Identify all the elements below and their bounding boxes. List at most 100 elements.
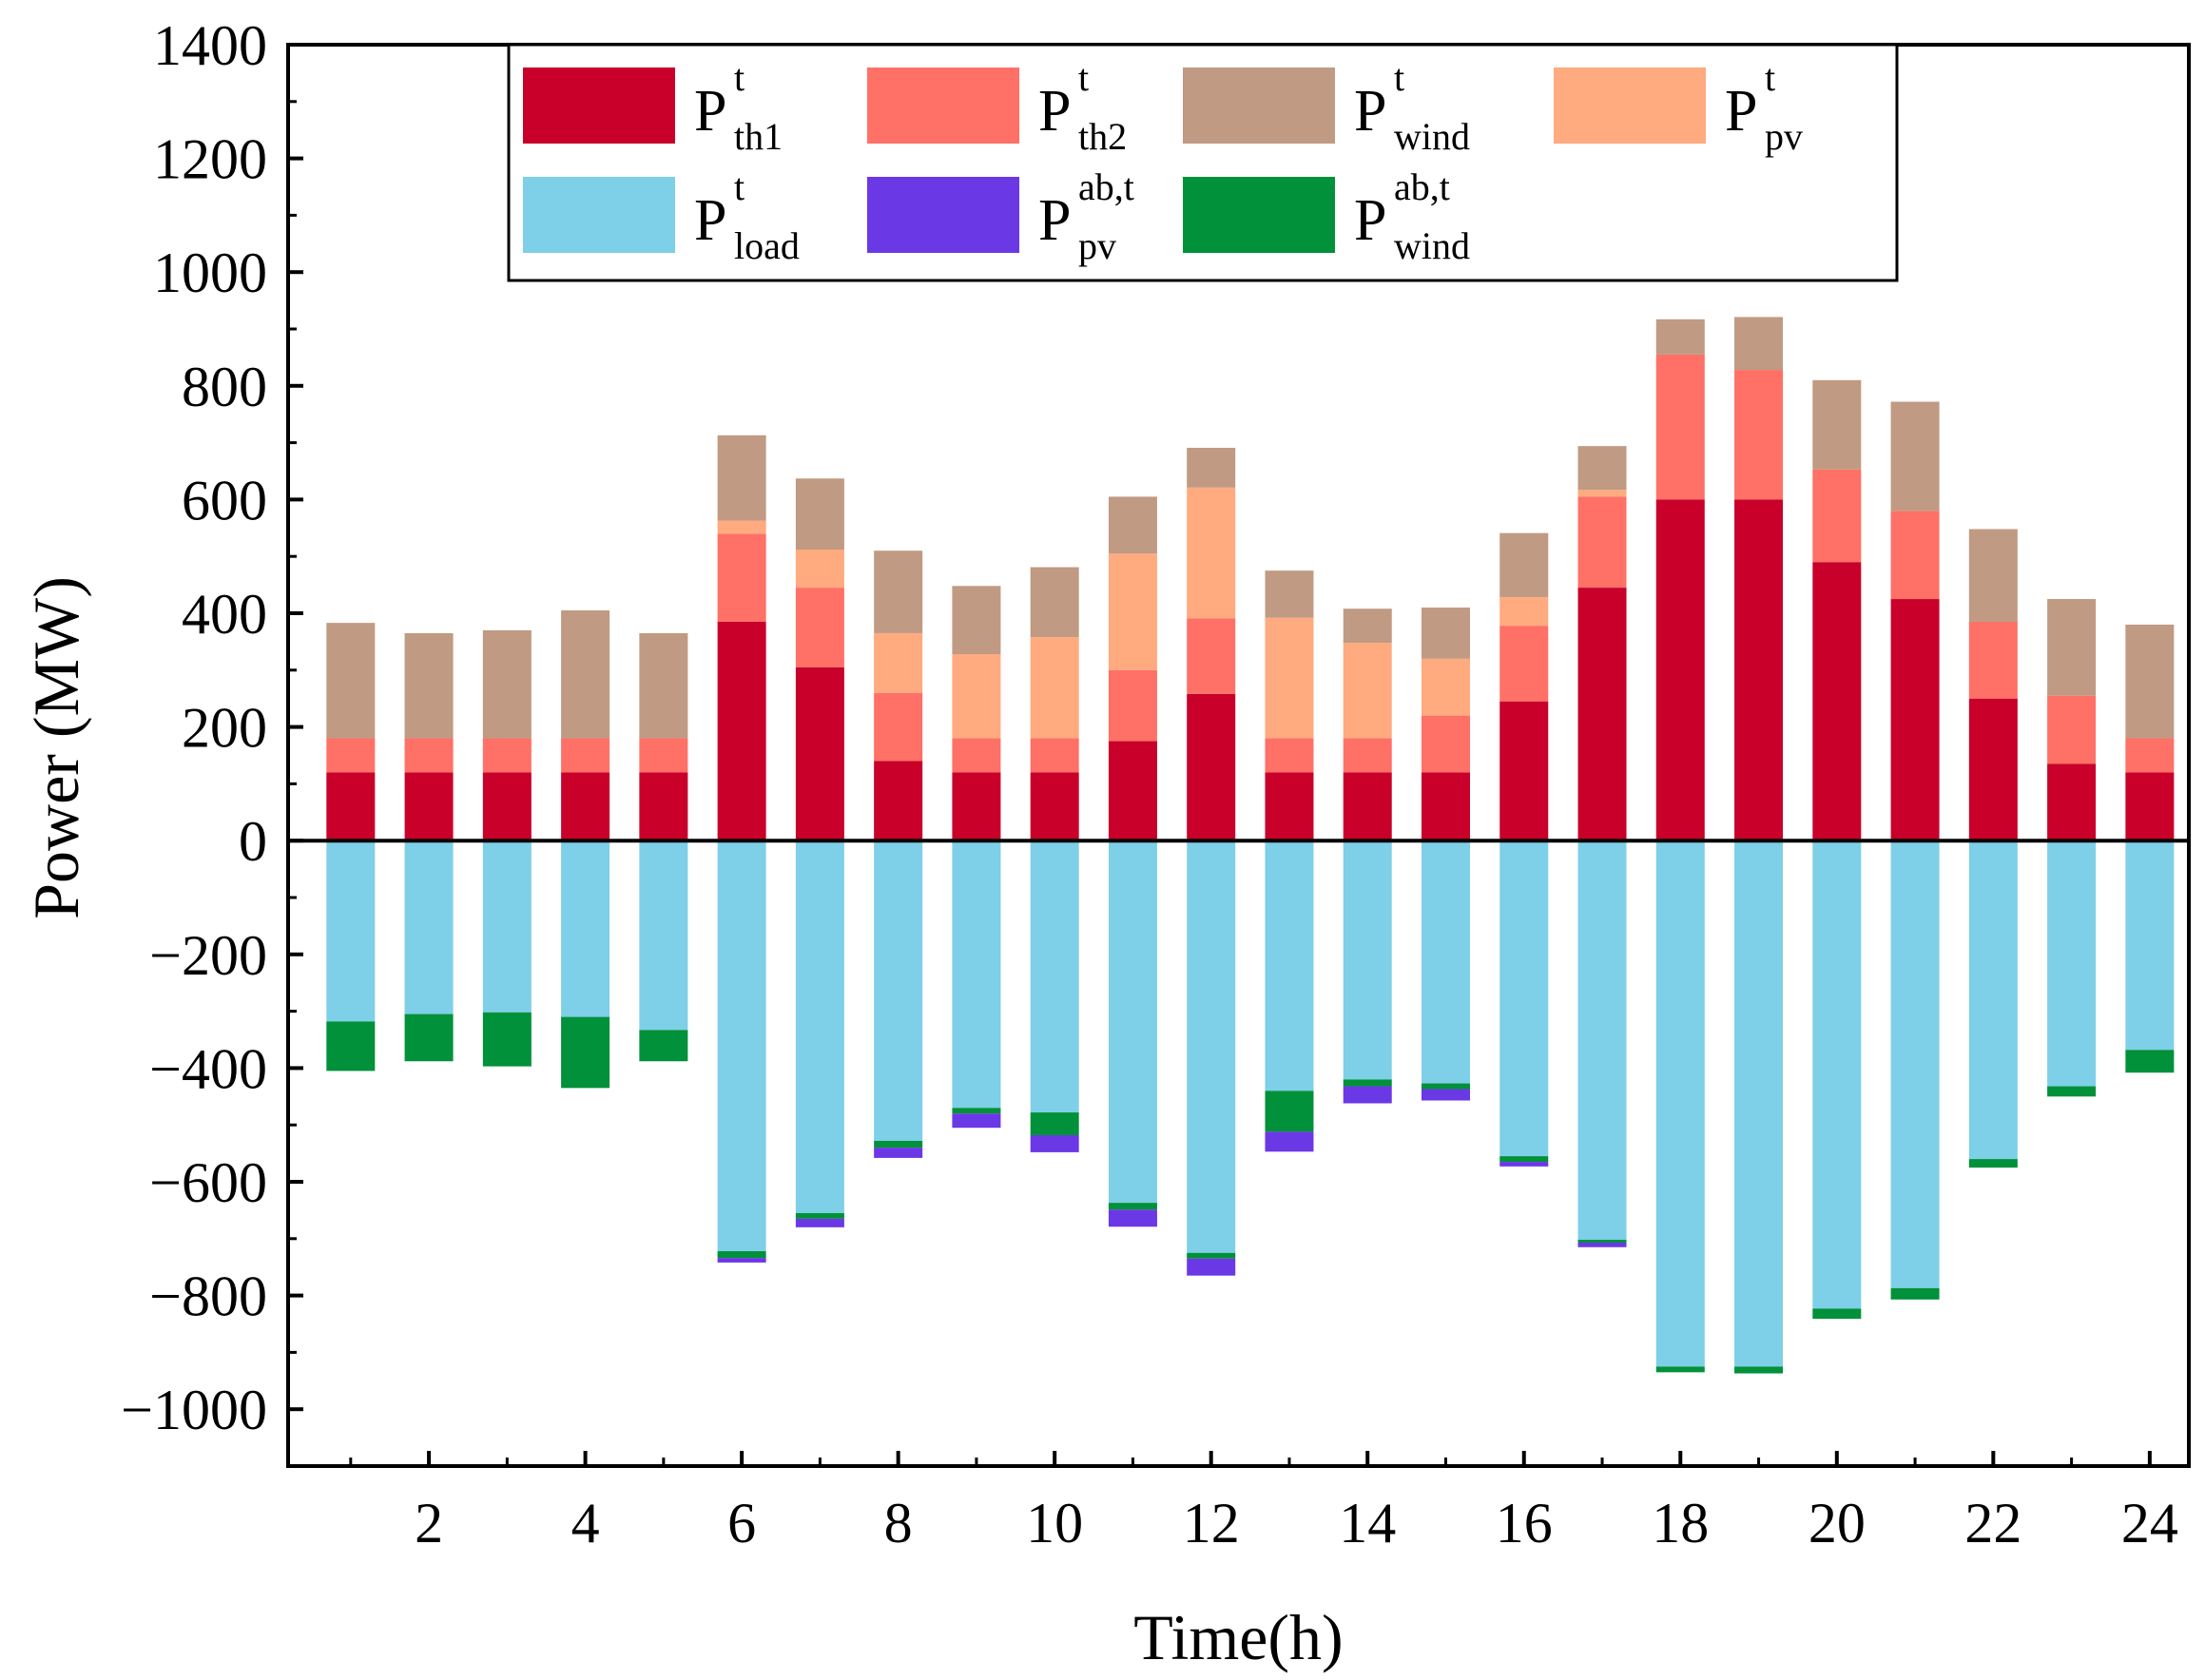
bar-load-3 (482, 840, 532, 1013)
bar-pv_ab-7 (795, 1218, 844, 1227)
bar-pv-17 (1577, 490, 1627, 497)
bar-th2-20 (1812, 469, 1862, 563)
bar-th1-8 (874, 761, 923, 841)
x-tick-label: 20 (1808, 1492, 1866, 1554)
bar-wind_ab-5 (639, 1030, 688, 1062)
bar-pv-15 (1421, 658, 1470, 716)
bar-th2-17 (1577, 496, 1627, 589)
bar-th2-21 (1890, 511, 1940, 600)
bar-wind-6 (717, 434, 766, 521)
bar-load-24 (2125, 840, 2175, 1051)
bar-wind-7 (795, 478, 844, 550)
x-tick-label: 2 (415, 1492, 443, 1554)
x-axis: 2 4 6 8 10 12 14 16 18 20 22 24 (349, 1451, 2178, 1554)
bar-th1-15 (1421, 772, 1470, 841)
bar-wind_ab-10 (1030, 1112, 1079, 1135)
x-tick-label: 22 (1964, 1492, 2021, 1554)
bar-wind-1 (326, 623, 376, 739)
x-tick-label: 6 (727, 1492, 756, 1554)
bar-load-8 (874, 840, 923, 1141)
legend-label-pv_ab-sup: ab,t (1078, 165, 1134, 208)
bar-th2-18 (1655, 354, 1705, 500)
legend-label-th1: P (694, 79, 726, 144)
bar-wind-4 (561, 610, 610, 739)
bar-wind_ab-17 (1577, 1239, 1627, 1243)
legend-label-wind_ab-sup: ab,t (1394, 165, 1450, 208)
bar-load-7 (795, 840, 844, 1213)
y-tick-label: −1000 (121, 1379, 267, 1441)
bar-load-1 (326, 840, 376, 1022)
bar-wind-8 (874, 550, 923, 633)
bar-load-19 (1734, 840, 1784, 1367)
bar-pv_ab-6 (717, 1258, 766, 1263)
bar-th1-10 (1030, 772, 1079, 841)
bar-load-18 (1655, 840, 1705, 1367)
bar-wind-17 (1577, 446, 1627, 491)
bar-load-16 (1499, 840, 1549, 1157)
legend-label-th2-sup: t (1078, 56, 1089, 99)
bar-wind_ab-2 (404, 1014, 454, 1062)
bar-load-20 (1812, 840, 1862, 1309)
x-tick-label: 10 (1026, 1492, 1083, 1554)
bar-wind-22 (1968, 529, 2018, 622)
bar-wind_ab-14 (1343, 1079, 1392, 1087)
bar-th2-11 (1108, 669, 1157, 742)
bar-wind-19 (1734, 317, 1784, 371)
x-tick-label: 12 (1183, 1492, 1240, 1554)
bar-pv-10 (1030, 637, 1079, 739)
bar-wind_ab-18 (1655, 1366, 1705, 1373)
bar-load-15 (1421, 840, 1470, 1084)
bar-th2-10 (1030, 738, 1079, 773)
bar-wind-10 (1030, 567, 1079, 638)
y-tick-label: 1200 (153, 128, 267, 191)
legend-swatch-pv_ab (867, 177, 1019, 253)
bar-wind_ab-15 (1421, 1083, 1470, 1090)
x-tick-label: 4 (571, 1492, 600, 1554)
bar-pv-9 (952, 654, 1001, 739)
bar-wind_ab-7 (795, 1212, 844, 1219)
bar-th1-20 (1812, 562, 1862, 841)
bar-load-14 (1343, 840, 1392, 1080)
bar-wind-18 (1655, 319, 1705, 355)
bar-wind_ab-16 (1499, 1156, 1549, 1163)
bar-load-11 (1108, 840, 1157, 1204)
x-axis-title: Time(h) (1133, 1601, 1343, 1673)
bar-wind_ab-1 (326, 1021, 376, 1072)
x-tick-label: 18 (1652, 1492, 1709, 1554)
bar-th1-2 (404, 772, 454, 841)
legend-label-th2: P (1038, 79, 1071, 144)
bar-th2-13 (1265, 738, 1314, 773)
bar-load-17 (1577, 840, 1627, 1240)
x-tick-label: 16 (1496, 1492, 1553, 1554)
legend-label-load-sub: load (734, 224, 800, 267)
bar-th2-22 (1968, 621, 2018, 699)
bar-th1-14 (1343, 772, 1392, 841)
bar-th1-18 (1655, 499, 1705, 841)
bar-pv-12 (1187, 487, 1236, 619)
legend-label-pv_ab: P (1038, 188, 1071, 253)
bar-th1-9 (952, 772, 1001, 841)
bar-th1-1 (326, 772, 376, 841)
bar-load-22 (1968, 840, 2018, 1160)
bar-pv_ab-17 (1577, 1242, 1627, 1247)
bar-wind-2 (404, 632, 454, 739)
bar-pv_ab-8 (874, 1148, 923, 1158)
bar-pv_ab-12 (1187, 1258, 1236, 1276)
legend-label-th1-sub: th1 (734, 115, 783, 158)
bar-pv-7 (795, 550, 844, 589)
x-tick-label: 8 (884, 1492, 913, 1554)
bar-th1-6 (717, 621, 766, 841)
bar-th2-5 (639, 738, 688, 773)
legend-label-load-sup: t (734, 165, 745, 208)
bar-th1-7 (795, 666, 844, 841)
bar-wind_ab-8 (874, 1140, 923, 1149)
bar-th1-17 (1577, 588, 1627, 841)
legend-label-pv-sup: t (1765, 56, 1775, 99)
legend-label-wind-sub: wind (1394, 115, 1470, 158)
bar-wind_ab-12 (1187, 1252, 1236, 1259)
bar-th1-22 (1968, 698, 2018, 841)
bar-pv_ab-15 (1421, 1089, 1470, 1101)
bar-wind-13 (1265, 570, 1314, 618)
